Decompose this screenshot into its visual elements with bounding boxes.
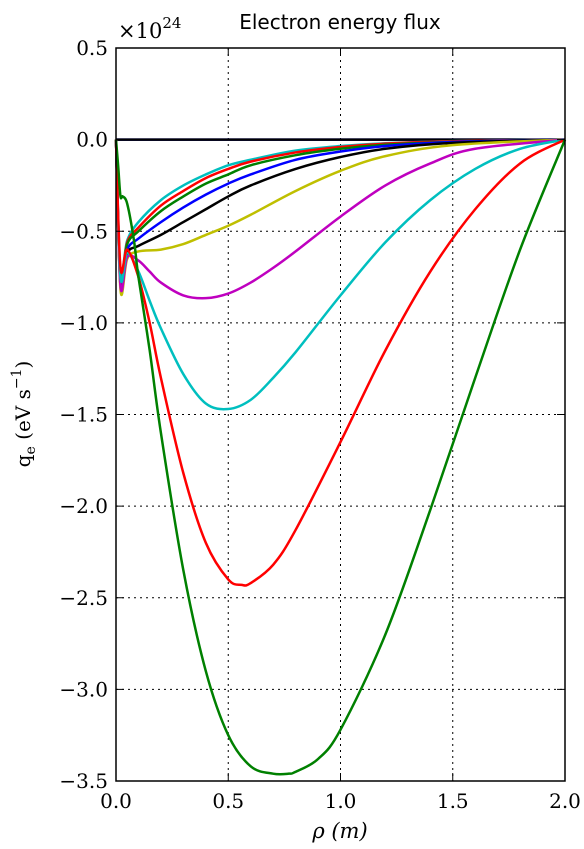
y-tick-label: −1.5 [59,403,108,427]
x-tick-labels: 0.0 0.5 1.0 1.5 2.0 [100,789,581,813]
y-axis-label: qe (eV s−1) [9,361,39,468]
x-axis-label: ρ (m) [311,819,367,843]
y-tick-label: 0.0 [76,128,108,152]
chart-title: Electron energy flux [239,10,441,34]
y-tick-label: 0.5 [76,36,108,60]
y-tick-label: −0.5 [59,219,108,243]
axis-offset-label: ×1024 [118,14,181,43]
y-tick-label: −2.5 [59,586,108,610]
y-tick-label: −3.0 [59,677,108,701]
y-tick-label: −3.5 [59,769,108,793]
series-lines [114,138,567,776]
y-tick-label: −1.0 [59,311,108,335]
x-tick-label: 1.5 [437,789,469,813]
x-tick-label: 0.0 [100,789,132,813]
y-tick-labels: 0.5 0.0 −0.5 −1.0 −1.5 −2.0 −2.5 −3.0 −3.5 [59,36,108,793]
series-line-12 [114,139,567,776]
tick-marks [115,47,566,782]
x-tick-label: 1.0 [325,789,357,813]
grid-lines [116,48,565,781]
x-tick-label: 2.0 [549,789,581,813]
series-line-5 [114,138,566,284]
x-tick-label: 0.5 [212,789,244,813]
y-tick-label: −2.0 [59,494,108,518]
series-line-9 [114,138,566,300]
